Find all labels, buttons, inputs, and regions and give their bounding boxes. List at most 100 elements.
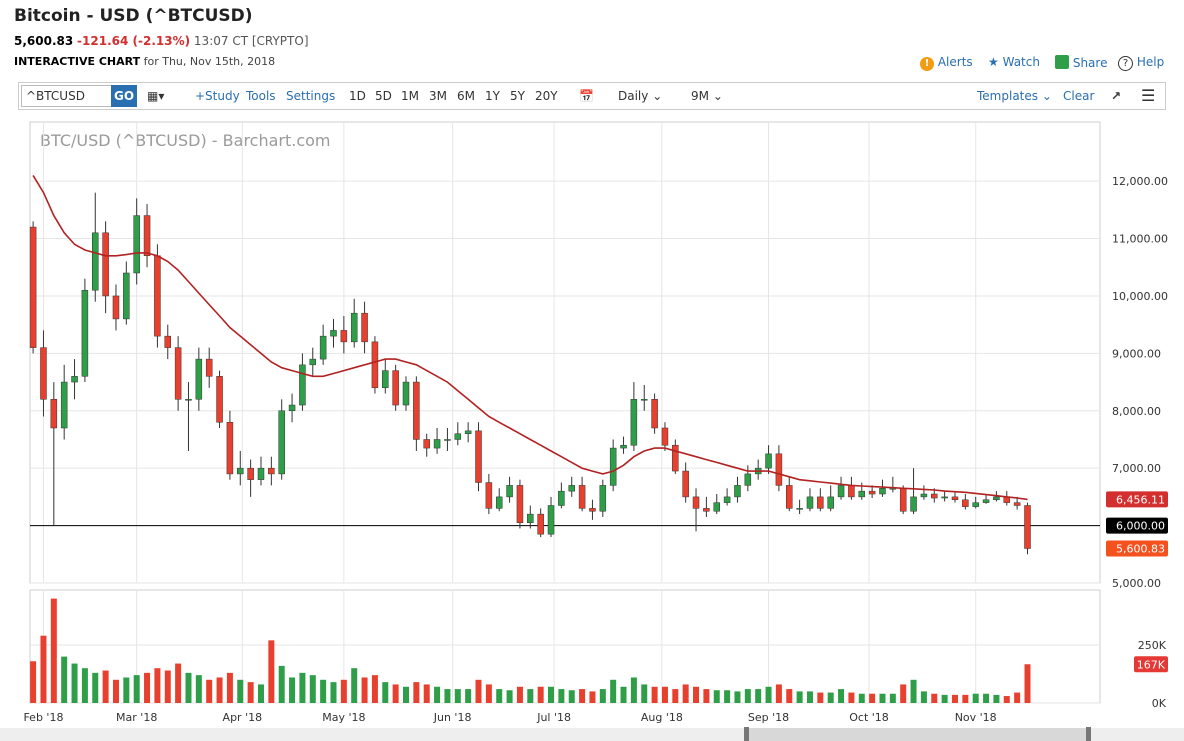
volume-bar [972,693,979,703]
expand-button[interactable]: ↗ [1111,89,1122,103]
y-tick-label: 7,000.00 [1112,462,1161,475]
volume-bar [775,684,782,703]
period-button[interactable]: 6M [457,89,475,103]
volume-bar [92,672,99,703]
candle-body [962,499,969,507]
candle-body [827,496,834,509]
y-tick-label: 11,000.00 [1112,233,1168,246]
period-button[interactable]: 1Y [485,89,500,103]
volume-bar [81,668,88,703]
range-select[interactable]: 9M ⌄ [691,89,723,103]
candle-body [630,399,638,446]
volume-bar [123,677,130,703]
volume-bar [289,677,296,703]
candle-body [402,381,410,406]
calendar-button[interactable]: 📅 [579,89,594,103]
candle-body [340,330,348,343]
last-price: 5,600.83 [14,34,74,48]
volume-marker-box [1134,656,1168,673]
candle-body [879,488,886,495]
volume-bar [309,675,316,703]
x-tick-label: Jul '18 [536,711,571,724]
volume-bar [755,689,762,703]
tools-button[interactable]: Tools [246,89,276,103]
candle-body [226,422,234,475]
scroll-handle[interactable] [1086,727,1091,741]
volume-marker-label: 167K [1137,658,1166,671]
templates-button[interactable]: Templates ⌄ [977,89,1052,103]
volume-bar [734,691,741,703]
candle-body [288,404,296,412]
interval-select[interactable]: Daily ⌄ [618,89,663,103]
x-tick-label: Aug '18 [641,711,683,724]
x-tick-label: Sep '18 [748,711,789,724]
candle-body [237,467,244,475]
menu-button[interactable]: ☰ [1141,86,1156,105]
volume-bar [423,684,430,703]
candle-body [516,485,524,523]
volume-bar [806,691,813,703]
candle-body [361,312,368,343]
candle-body [309,358,317,366]
price-marker-label: 5,600.83 [1116,543,1165,556]
help-button[interactable]: ? Help [1118,55,1164,71]
candle-body [205,358,213,377]
period-button[interactable]: 20Y [535,89,558,103]
clear-button[interactable]: Clear [1063,89,1095,103]
candle-body [133,215,140,274]
watch-label: Watch [1002,55,1040,69]
volume-bar [548,686,555,703]
volume-bar [71,663,78,703]
volume-bar [931,693,938,703]
volume-bar [278,665,285,703]
period-button[interactable]: 1D [349,89,366,103]
candle-body [102,232,109,297]
period-button[interactable]: 5Y [510,89,525,103]
candle-body [672,444,679,472]
candle-body [299,364,306,406]
volume-bar [133,675,140,703]
watch-button[interactable]: ★ Watch [988,55,1040,69]
candle-body [454,433,462,440]
volume-bar [993,694,1000,703]
candle-body [723,496,731,503]
volume-bar [226,672,233,703]
period-button[interactable]: 1M [401,89,419,103]
chart-title: BTC/USD (^BTCUSD) - Barchart.com [40,131,331,150]
period-button[interactable]: 5D [375,89,392,103]
candle-body [692,496,700,509]
candle-body [537,513,544,535]
scrollbar-thumb[interactable] [746,728,1090,741]
period-button[interactable]: 3M [429,89,447,103]
candle-body [931,493,938,499]
volume-tick-label: 250K [1138,639,1167,652]
volume-bar [185,672,192,703]
settings-button[interactable]: Settings [286,89,336,103]
x-tick-label: Apr '18 [223,711,263,724]
study-button[interactable]: +Study [195,89,240,103]
candle-body [506,485,513,498]
volume-bar [144,672,151,703]
candle-body [464,430,472,434]
candle-body [495,496,503,509]
volume-bar [672,689,679,703]
volume-bar [568,690,575,703]
go-button[interactable]: GO [111,85,137,107]
candle-body [268,467,275,475]
symbol-input[interactable]: ^BTCUSD [21,85,115,107]
candle-body [858,490,866,498]
scroll-handle[interactable] [744,727,749,741]
chart-type-button[interactable]: ▦▾ [147,89,165,103]
candle-body [848,485,855,498]
volume-bar [848,692,855,703]
volume-bar [496,689,503,703]
x-tick-label: Nov '18 [955,711,997,724]
volume-bar [257,684,264,703]
alerts-button[interactable]: ! Alerts [920,55,973,71]
chart-info: INTERACTIVE CHART for Thu, Nov 15th, 201… [14,55,275,68]
candle-body [319,335,327,360]
candle-body [40,347,47,400]
volume-bar [361,677,368,703]
share-button[interactable]: Share [1055,55,1107,70]
candle-body [413,381,420,440]
